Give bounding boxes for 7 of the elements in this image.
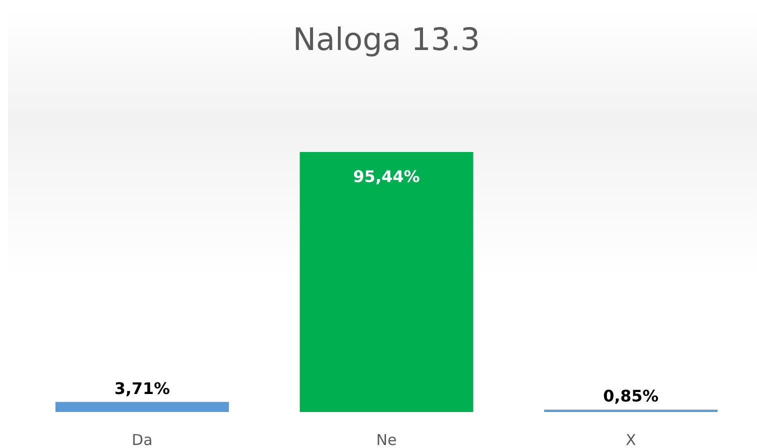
data-label: 3,71% <box>114 378 170 398</box>
x-tick-label: Ne <box>376 431 397 448</box>
x-tick-label: Da <box>132 431 153 448</box>
data-label: 0,85% <box>603 386 659 406</box>
chart-title: Naloga 13.3 <box>292 22 480 58</box>
data-label: 95,44% <box>353 167 420 186</box>
x-tick-label: X <box>626 431 636 448</box>
